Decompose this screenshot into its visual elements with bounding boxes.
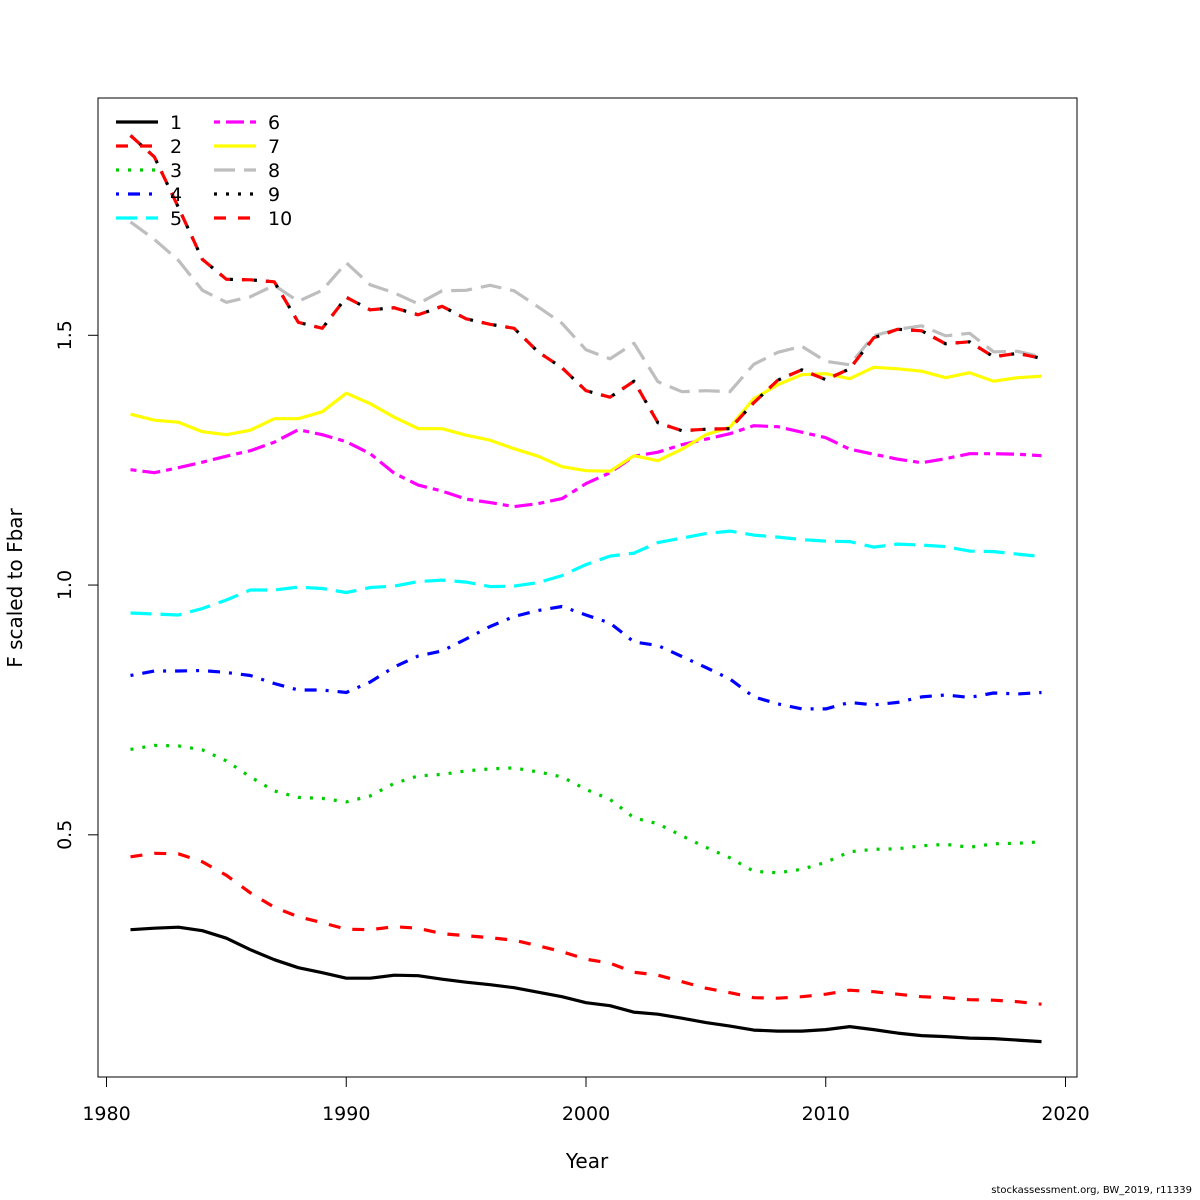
legend-label-1: 1	[170, 112, 182, 134]
series-line-7	[130, 365, 1042, 473]
legend-label-9: 9	[268, 184, 280, 206]
legend-label-8: 8	[268, 160, 280, 182]
x-tick-label: 2000	[562, 1103, 610, 1125]
x-tick-label: 1980	[82, 1103, 130, 1125]
x-tick-label: 1990	[322, 1103, 370, 1125]
x-axis-title: Year	[565, 1149, 609, 1173]
series-line-1	[130, 925, 1042, 1044]
x-axis: 1980 1990 2000 2010 2020	[82, 1076, 1090, 1125]
series-layer	[129, 134, 1042, 1044]
legend-label-10: 10	[268, 208, 292, 230]
legend-label-6: 6	[268, 112, 280, 134]
series-line-2	[130, 851, 1042, 1006]
x-tick-label: 2010	[802, 1103, 850, 1125]
legend-label-7: 7	[268, 136, 280, 158]
series-line-8	[129, 220, 1042, 394]
series-line-3	[130, 743, 1042, 875]
y-axis: 0.5 1.0 1.5	[54, 320, 99, 850]
y-tick-label: 1.5	[54, 320, 76, 350]
legend-label-5: 5	[170, 208, 182, 230]
legend-label-3: 3	[170, 160, 182, 182]
y-axis-title: F scaled to Fbar	[3, 507, 27, 667]
legend-label-2: 2	[170, 136, 182, 158]
legend-label-4: 4	[170, 184, 182, 206]
x-tick-label: 2020	[1041, 1103, 1089, 1125]
series-line-4	[130, 604, 1042, 711]
series-line-5	[130, 529, 1042, 617]
y-tick-label: 1.0	[54, 570, 76, 600]
y-tick-label: 0.5	[54, 820, 76, 850]
series-line-10	[129, 134, 1042, 433]
plot-frame	[97, 97, 1078, 1078]
credit-text: stockassessment.org, BW_2019, r11339	[991, 1185, 1192, 1196]
series-line-6	[130, 424, 1042, 509]
